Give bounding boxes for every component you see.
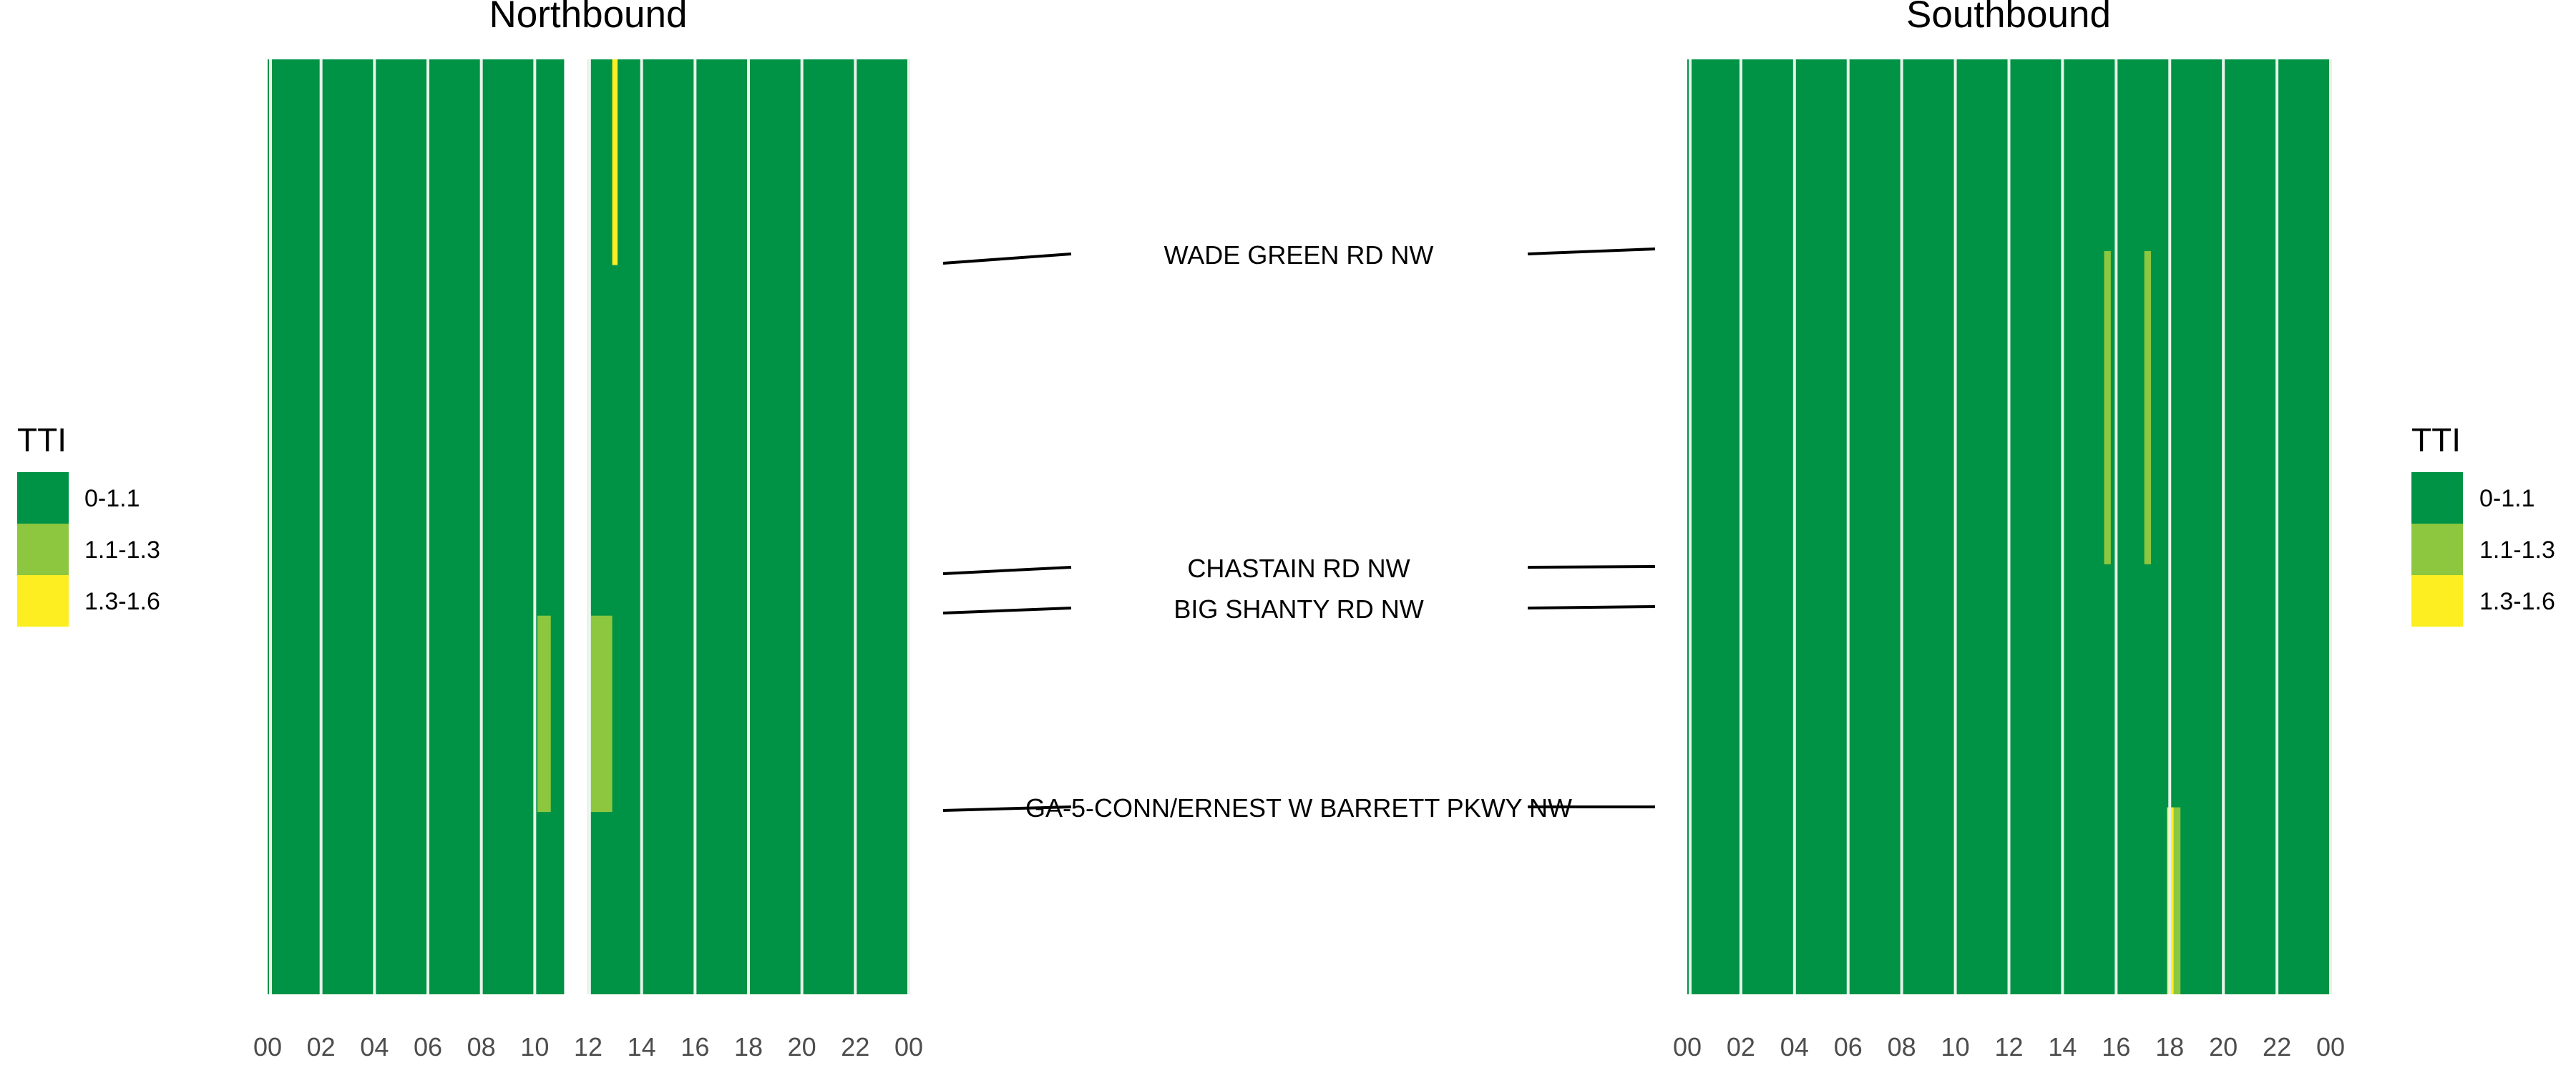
x-tick-label: 18 bbox=[734, 1032, 763, 1062]
leader-line-left bbox=[942, 607, 1072, 614]
heat-cell bbox=[537, 615, 551, 813]
legend-swatch bbox=[2411, 575, 2463, 627]
x-tick-label: 10 bbox=[1941, 1032, 1970, 1062]
panel-title: Southbound bbox=[1906, 0, 2111, 36]
x-tick-label: 02 bbox=[1727, 1032, 1755, 1062]
heat-cell bbox=[2144, 250, 2152, 564]
legend-swatch bbox=[2411, 472, 2463, 524]
x-tick-label: 06 bbox=[1834, 1032, 1863, 1062]
x-tick-label: 10 bbox=[520, 1032, 549, 1062]
data-gap bbox=[564, 59, 591, 994]
x-tick-label: 04 bbox=[1780, 1032, 1809, 1062]
x-tick-label: 06 bbox=[414, 1032, 442, 1062]
legend-label: 1.1-1.3 bbox=[2479, 536, 2555, 564]
road-label: CHASTAIN RD NW bbox=[1187, 554, 1410, 583]
road-label: GA-5-CONN/ERNEST W BARRETT PKWY NW bbox=[1025, 793, 1572, 823]
heat-cell bbox=[2104, 250, 2111, 564]
x-tick-label: 00 bbox=[2316, 1032, 2345, 1062]
x-tick-label: 12 bbox=[574, 1032, 602, 1062]
legend-title: TTI bbox=[2411, 421, 2461, 459]
x-tick-label: 02 bbox=[307, 1032, 336, 1062]
leader-line-right bbox=[1527, 605, 1656, 609]
legend-swatch bbox=[17, 472, 69, 524]
leader-line-right bbox=[1527, 248, 1656, 255]
x-tick-label: 00 bbox=[894, 1032, 923, 1062]
leader-line-left bbox=[942, 253, 1072, 265]
x-tick-label: 22 bbox=[841, 1032, 869, 1062]
leader-line-left bbox=[942, 566, 1072, 575]
legend-swatch bbox=[2411, 524, 2463, 575]
leader-line-left bbox=[942, 805, 1072, 812]
panel-title: Northbound bbox=[489, 0, 688, 36]
legend-swatch bbox=[17, 524, 69, 575]
legend-title: TTI bbox=[17, 421, 67, 459]
legend-swatch bbox=[17, 575, 69, 627]
road-label: BIG SHANTY RD NW bbox=[1174, 594, 1423, 624]
x-tick-label: 08 bbox=[467, 1032, 496, 1062]
heat-cell bbox=[590, 615, 613, 813]
legend-label: 1.3-1.6 bbox=[2479, 588, 2555, 615]
legend-label: 0-1.1 bbox=[2479, 485, 2535, 512]
legend-label: 1.1-1.3 bbox=[84, 536, 160, 564]
x-tick-label: 08 bbox=[1888, 1032, 1916, 1062]
x-tick-label: 20 bbox=[788, 1032, 816, 1062]
x-tick-label: 20 bbox=[2209, 1032, 2238, 1062]
x-tick-label: 04 bbox=[360, 1032, 389, 1062]
road-label: WADE GREEN RD NW bbox=[1164, 240, 1434, 270]
x-tick-label: 12 bbox=[1994, 1032, 2023, 1062]
x-tick-label: 14 bbox=[2048, 1032, 2077, 1062]
x-tick-label: 00 bbox=[1673, 1032, 1702, 1062]
x-tick-label: 22 bbox=[2263, 1032, 2291, 1062]
heat-cell bbox=[2173, 807, 2181, 994]
legend-label: 0-1.1 bbox=[84, 485, 140, 512]
heat-cell bbox=[612, 59, 618, 265]
x-tick-label: 16 bbox=[2102, 1032, 2130, 1062]
x-tick-label: 14 bbox=[628, 1032, 656, 1062]
legend-label: 1.3-1.6 bbox=[84, 588, 160, 615]
x-tick-label: 18 bbox=[2155, 1032, 2184, 1062]
x-tick-label: 16 bbox=[680, 1032, 709, 1062]
x-tick-label: 00 bbox=[253, 1032, 282, 1062]
